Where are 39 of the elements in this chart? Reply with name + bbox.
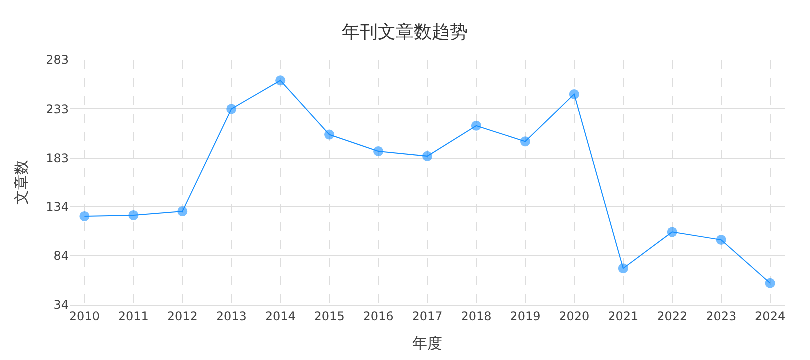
point (618, 264, 628, 274)
y-axis-title: 文章数 (12, 160, 30, 205)
point (374, 146, 384, 157)
point (520, 136, 530, 147)
point (765, 278, 776, 288)
point (422, 151, 432, 162)
x-tick-label: 2019 (510, 309, 541, 324)
x-axis-title: 年度 (412, 334, 442, 352)
y-tick-label: 134 (46, 200, 69, 214)
x-tick-label: 2017 (412, 309, 443, 324)
point (471, 120, 482, 131)
y-tick-label: 283 (46, 53, 69, 68)
point (667, 227, 678, 238)
y-tick-label: 84 (54, 249, 69, 263)
chart-title: 年刊文章数趋势 (342, 22, 468, 43)
x-tick-label: 2014 (265, 309, 296, 324)
x-tick-label: 2016 (363, 309, 394, 324)
x-tick-label: 2012 (167, 309, 198, 324)
y-tick-label: 34 (54, 298, 69, 312)
x-tick-label: 2021 (608, 309, 639, 324)
x-tick-label: 2011 (118, 309, 149, 324)
y-tick-label: 233 (46, 102, 69, 116)
point (226, 104, 237, 114)
x-tick-label: 2013 (216, 309, 247, 324)
point (569, 89, 580, 100)
x-tick-label: 2015 (314, 309, 345, 324)
point (276, 76, 286, 86)
point (128, 210, 139, 220)
point (80, 211, 90, 222)
y-tick-label: 183 (46, 152, 69, 166)
x-tick-label: 2020 (559, 309, 590, 324)
point (324, 130, 335, 140)
x-tick-label: 2010 (69, 309, 100, 324)
x-tick-label: 2022 (657, 309, 688, 324)
point (178, 206, 188, 217)
point (716, 235, 726, 246)
x-tick-label: 2024 (755, 309, 786, 324)
x-tick-label: 2018 (461, 309, 492, 324)
x-tick-label: 2023 (706, 309, 737, 324)
